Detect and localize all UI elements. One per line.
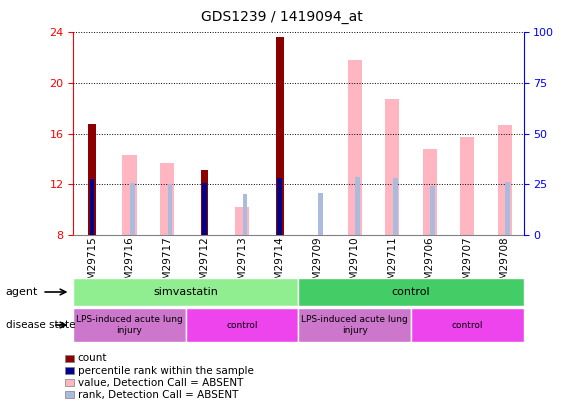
Text: disease state: disease state <box>6 320 75 330</box>
Bar <box>122 155 137 235</box>
Bar <box>276 37 284 235</box>
Text: percentile rank within the sample: percentile rank within the sample <box>78 366 253 375</box>
Text: value, Detection Call = ABSENT: value, Detection Call = ABSENT <box>78 378 243 388</box>
Bar <box>347 60 362 235</box>
Bar <box>88 124 96 235</box>
Bar <box>90 179 95 235</box>
Bar <box>355 177 360 235</box>
Text: LPS-induced acute lung
injury: LPS-induced acute lung injury <box>76 315 183 335</box>
Bar <box>243 194 248 235</box>
Bar <box>160 163 174 235</box>
Text: rank, Detection Call = ABSENT: rank, Detection Call = ABSENT <box>78 390 238 400</box>
Bar <box>168 183 172 235</box>
Bar <box>200 171 208 235</box>
Bar <box>202 183 207 235</box>
Bar <box>498 125 512 235</box>
Bar <box>130 183 135 235</box>
Bar <box>393 178 397 235</box>
Bar <box>385 100 399 235</box>
Bar <box>430 185 435 235</box>
Text: control: control <box>452 320 483 330</box>
Bar <box>318 193 323 235</box>
Bar <box>277 178 282 235</box>
Bar <box>460 137 475 235</box>
Text: count: count <box>78 354 107 363</box>
Text: LPS-induced acute lung
injury: LPS-induced acute lung injury <box>301 315 408 335</box>
Bar <box>235 207 249 235</box>
Text: agent: agent <box>6 287 38 297</box>
Bar <box>506 182 510 235</box>
Text: control: control <box>392 287 430 297</box>
Text: GDS1239 / 1419094_at: GDS1239 / 1419094_at <box>200 10 363 24</box>
Text: simvastatin: simvastatin <box>153 287 218 297</box>
Text: control: control <box>226 320 258 330</box>
Bar <box>423 149 437 235</box>
